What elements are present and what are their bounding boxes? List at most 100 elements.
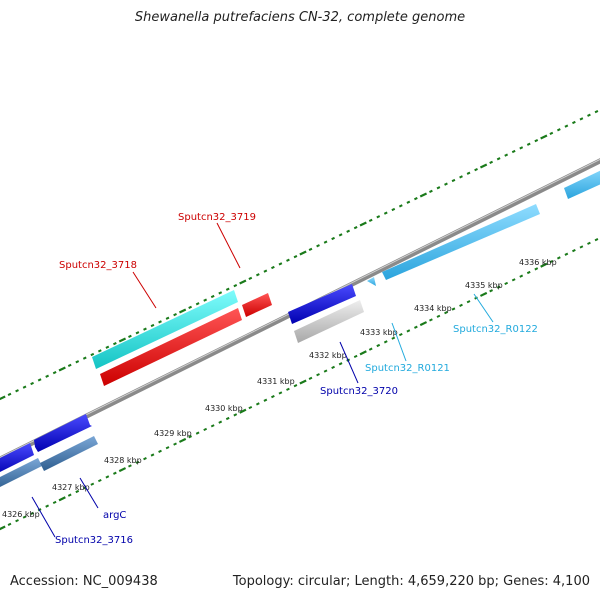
minor-tick bbox=[7, 522, 12, 526]
minor-tick bbox=[30, 381, 34, 386]
kbp-label: 4331 kbp bbox=[257, 377, 295, 386]
pseudo-feature[interactable] bbox=[294, 300, 364, 343]
accession-text: Accession: NC_009438 bbox=[10, 574, 158, 589]
red-feature-3718[interactable] bbox=[100, 308, 242, 386]
minor-tick bbox=[587, 113, 591, 117]
major-tick bbox=[479, 291, 488, 297]
minor-tick bbox=[218, 291, 223, 295]
leader-line-3720 bbox=[339, 341, 359, 384]
minor-tick bbox=[526, 270, 531, 275]
minor-tick bbox=[52, 371, 57, 375]
gene-label-argc[interactable]: argC bbox=[103, 510, 126, 521]
minor-tick bbox=[15, 389, 19, 393]
kbp-label: 4326 kbp bbox=[2, 510, 40, 519]
minor-tick bbox=[526, 142, 531, 146]
red-feature-small[interactable] bbox=[242, 293, 272, 317]
kbp-label: 4328 kbp bbox=[104, 456, 142, 465]
minor-tick bbox=[346, 229, 351, 233]
minor-tick bbox=[233, 284, 238, 288]
major-tick bbox=[419, 192, 428, 198]
minor-tick bbox=[128, 334, 132, 338]
gene-label-r0121[interactable]: Sputcn32_R0121 bbox=[365, 363, 450, 374]
minor-tick bbox=[67, 363, 72, 367]
minor-tick bbox=[564, 124, 569, 128]
trna-feature-r0122[interactable] bbox=[382, 204, 540, 280]
minor-tick bbox=[293, 384, 298, 388]
major-tick bbox=[0, 525, 6, 531]
minor-tick bbox=[534, 267, 539, 271]
minor-tick bbox=[466, 171, 471, 175]
minor-tick bbox=[263, 269, 268, 273]
minor-tick bbox=[549, 259, 554, 264]
gene-label-3718[interactable]: Sputcn32_3718 bbox=[59, 260, 137, 271]
kbp-label: 4334 kbp bbox=[414, 304, 452, 313]
topology-text: Topology: circular; Length: 4,659,220 bp… bbox=[232, 574, 590, 589]
minor-tick bbox=[82, 356, 87, 360]
major-tick bbox=[178, 437, 187, 443]
minor-tick bbox=[218, 420, 223, 424]
minor-tick bbox=[331, 365, 335, 369]
minor-tick bbox=[37, 378, 42, 382]
minor-tick bbox=[406, 200, 411, 204]
minor-tick bbox=[368, 218, 373, 222]
cds-reverse-feature[interactable] bbox=[0, 458, 42, 490]
gene-label-3719[interactable]: Sputcn32_3719 bbox=[178, 212, 256, 223]
gene-label-r0122[interactable]: Sputcn32_R0122 bbox=[453, 324, 538, 335]
minor-tick bbox=[286, 258, 290, 262]
minor-tick bbox=[15, 519, 19, 523]
minor-tick bbox=[90, 482, 95, 486]
cds-forward-feature[interactable] bbox=[0, 443, 34, 475]
kbp-label: 4335 kbp bbox=[465, 281, 503, 290]
major-tick bbox=[118, 337, 127, 343]
minor-tick bbox=[105, 475, 110, 479]
minor-tick bbox=[594, 238, 599, 242]
minor-tick bbox=[594, 110, 599, 114]
minor-tick bbox=[429, 318, 433, 322]
minor-tick bbox=[158, 449, 162, 453]
minor-tick bbox=[398, 332, 403, 337]
minor-tick bbox=[210, 424, 215, 428]
minor-tick bbox=[165, 316, 170, 320]
trna-feature-edge[interactable] bbox=[564, 166, 600, 199]
minor-tick bbox=[233, 413, 238, 417]
minor-tick bbox=[75, 360, 80, 364]
major-tick bbox=[299, 379, 307, 385]
minor-tick bbox=[203, 427, 208, 432]
minor-tick bbox=[30, 511, 34, 515]
minor-tick bbox=[22, 515, 27, 519]
minor-tick bbox=[165, 446, 170, 450]
cds-reverse-feature[interactable] bbox=[40, 436, 98, 471]
map-title: Shewanella putrefaciens CN-32, complete … bbox=[134, 10, 466, 25]
minor-tick bbox=[293, 255, 298, 259]
minor-tick bbox=[225, 416, 230, 421]
minor-tick bbox=[112, 342, 117, 346]
minor-tick bbox=[173, 313, 177, 317]
minor-tick bbox=[188, 305, 193, 309]
minor-tick bbox=[489, 289, 494, 293]
leader-line-argc bbox=[79, 477, 99, 509]
gene-label-3716[interactable]: Sputcn32_3716 bbox=[55, 535, 133, 546]
minor-tick bbox=[248, 405, 253, 410]
cds-forward-3720[interactable] bbox=[288, 284, 356, 324]
rrna-feature-3719[interactable] bbox=[92, 290, 238, 369]
major-tick bbox=[58, 496, 66, 502]
trna-feature-r0121[interactable] bbox=[367, 277, 376, 286]
minor-tick bbox=[572, 249, 576, 253]
minor-tick bbox=[451, 307, 456, 311]
minor-tick bbox=[587, 241, 591, 245]
minor-tick bbox=[97, 349, 102, 353]
minor-tick bbox=[248, 276, 253, 280]
minor-tick bbox=[444, 311, 448, 315]
cds-forward-feature[interactable] bbox=[34, 414, 92, 452]
minor-tick bbox=[549, 131, 554, 135]
minor-tick bbox=[556, 128, 561, 132]
lower-tick-track bbox=[0, 238, 599, 531]
gene-label-3720[interactable]: Sputcn32_3720 bbox=[320, 386, 398, 397]
minor-tick bbox=[459, 175, 463, 179]
minor-tick bbox=[308, 247, 313, 251]
minor-tick bbox=[391, 207, 396, 212]
minor-tick bbox=[143, 327, 147, 331]
leader-line-r0122 bbox=[473, 293, 494, 323]
minor-tick bbox=[195, 431, 200, 435]
